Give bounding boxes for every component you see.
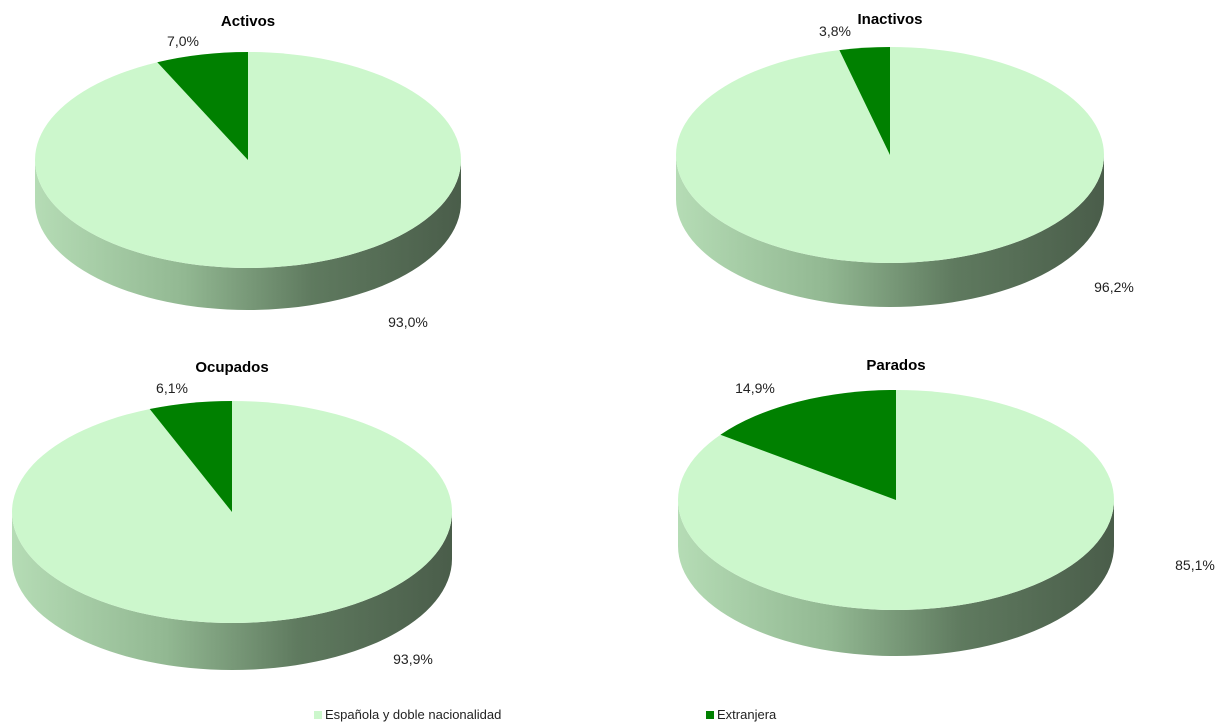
data-label-extranjera: 6,1% <box>156 380 188 396</box>
data-label-extranjera: 7,0% <box>167 33 199 49</box>
data-label-extranjera: 3,8% <box>819 23 851 39</box>
legend-swatch-espanola <box>314 711 322 719</box>
data-label-espanola: 93,9% <box>393 651 433 667</box>
data-label-extranjera: 14,9% <box>735 380 775 396</box>
pie-side <box>35 160 461 310</box>
pie-chart-inactivos: Inactivos 3,8% 96,2% <box>676 11 1134 307</box>
slice-extranjera <box>157 52 248 160</box>
legend-label-extranjera: Extranjera <box>717 707 777 722</box>
pie-side <box>678 500 1114 656</box>
legend-item-extranjera: Extranjera <box>706 707 776 722</box>
pie-side <box>12 512 452 670</box>
chart-title: Inactivos <box>857 11 922 28</box>
slice-extranjera <box>720 390 896 500</box>
slice-extranjera <box>839 47 890 155</box>
chart-title: Ocupados <box>195 359 268 376</box>
pie-chart-ocupados: Ocupados 6,1% 93,9% <box>12 359 452 670</box>
legend-label-espanola: Española y doble nacionalidad <box>325 707 502 722</box>
pie-chart-activos: Activos 7,0% 93,0% <box>35 13 461 330</box>
data-label-espanola: 93,0% <box>388 314 428 330</box>
chart-title: Activos <box>221 13 275 30</box>
slice-extranjera <box>149 401 232 512</box>
legend-item-espanola: Española y doble nacionalidad <box>314 707 501 722</box>
data-label-espanola: 85,1% <box>1175 557 1215 573</box>
pie-side <box>676 155 1104 307</box>
legend-swatch-extranjera <box>706 711 714 719</box>
chart-title: Parados <box>866 357 925 374</box>
data-label-espanola: 96,2% <box>1094 279 1134 295</box>
pie-chart-parados: Parados 14,9% 85,1% <box>678 357 1215 656</box>
